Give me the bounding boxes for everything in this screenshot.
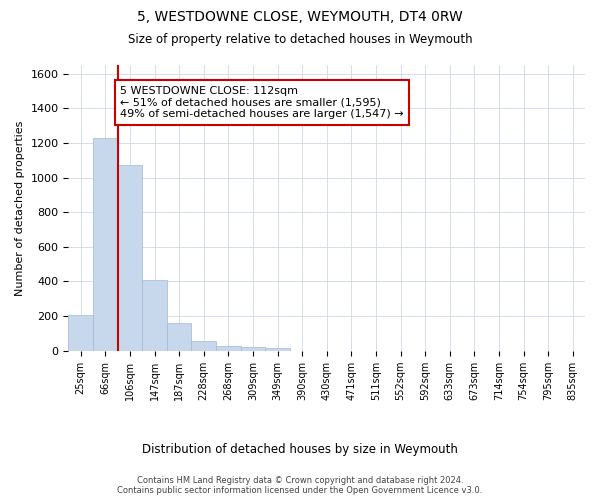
- Bar: [142, 280, 167, 351]
- Bar: [118, 164, 142, 351]
- Text: Contains HM Land Registry data © Crown copyright and database right 2024.
Contai: Contains HM Land Registry data © Crown c…: [118, 476, 482, 495]
- Bar: [191, 342, 216, 351]
- Bar: [68, 316, 93, 351]
- Text: 5, WESTDOWNE CLOSE, WEYMOUTH, DT4 0RW: 5, WESTDOWNE CLOSE, WEYMOUTH, DT4 0RW: [137, 10, 463, 24]
- Bar: [93, 138, 118, 351]
- Text: 5 WESTDOWNE CLOSE: 112sqm
← 51% of detached houses are smaller (1,595)
49% of se: 5 WESTDOWNE CLOSE: 112sqm ← 51% of detac…: [120, 86, 404, 119]
- Y-axis label: Number of detached properties: Number of detached properties: [15, 120, 25, 296]
- Bar: [241, 348, 265, 351]
- Bar: [265, 348, 290, 351]
- Bar: [167, 323, 191, 351]
- Text: Distribution of detached houses by size in Weymouth: Distribution of detached houses by size …: [142, 442, 458, 456]
- Bar: [216, 346, 241, 351]
- Text: Size of property relative to detached houses in Weymouth: Size of property relative to detached ho…: [128, 32, 472, 46]
